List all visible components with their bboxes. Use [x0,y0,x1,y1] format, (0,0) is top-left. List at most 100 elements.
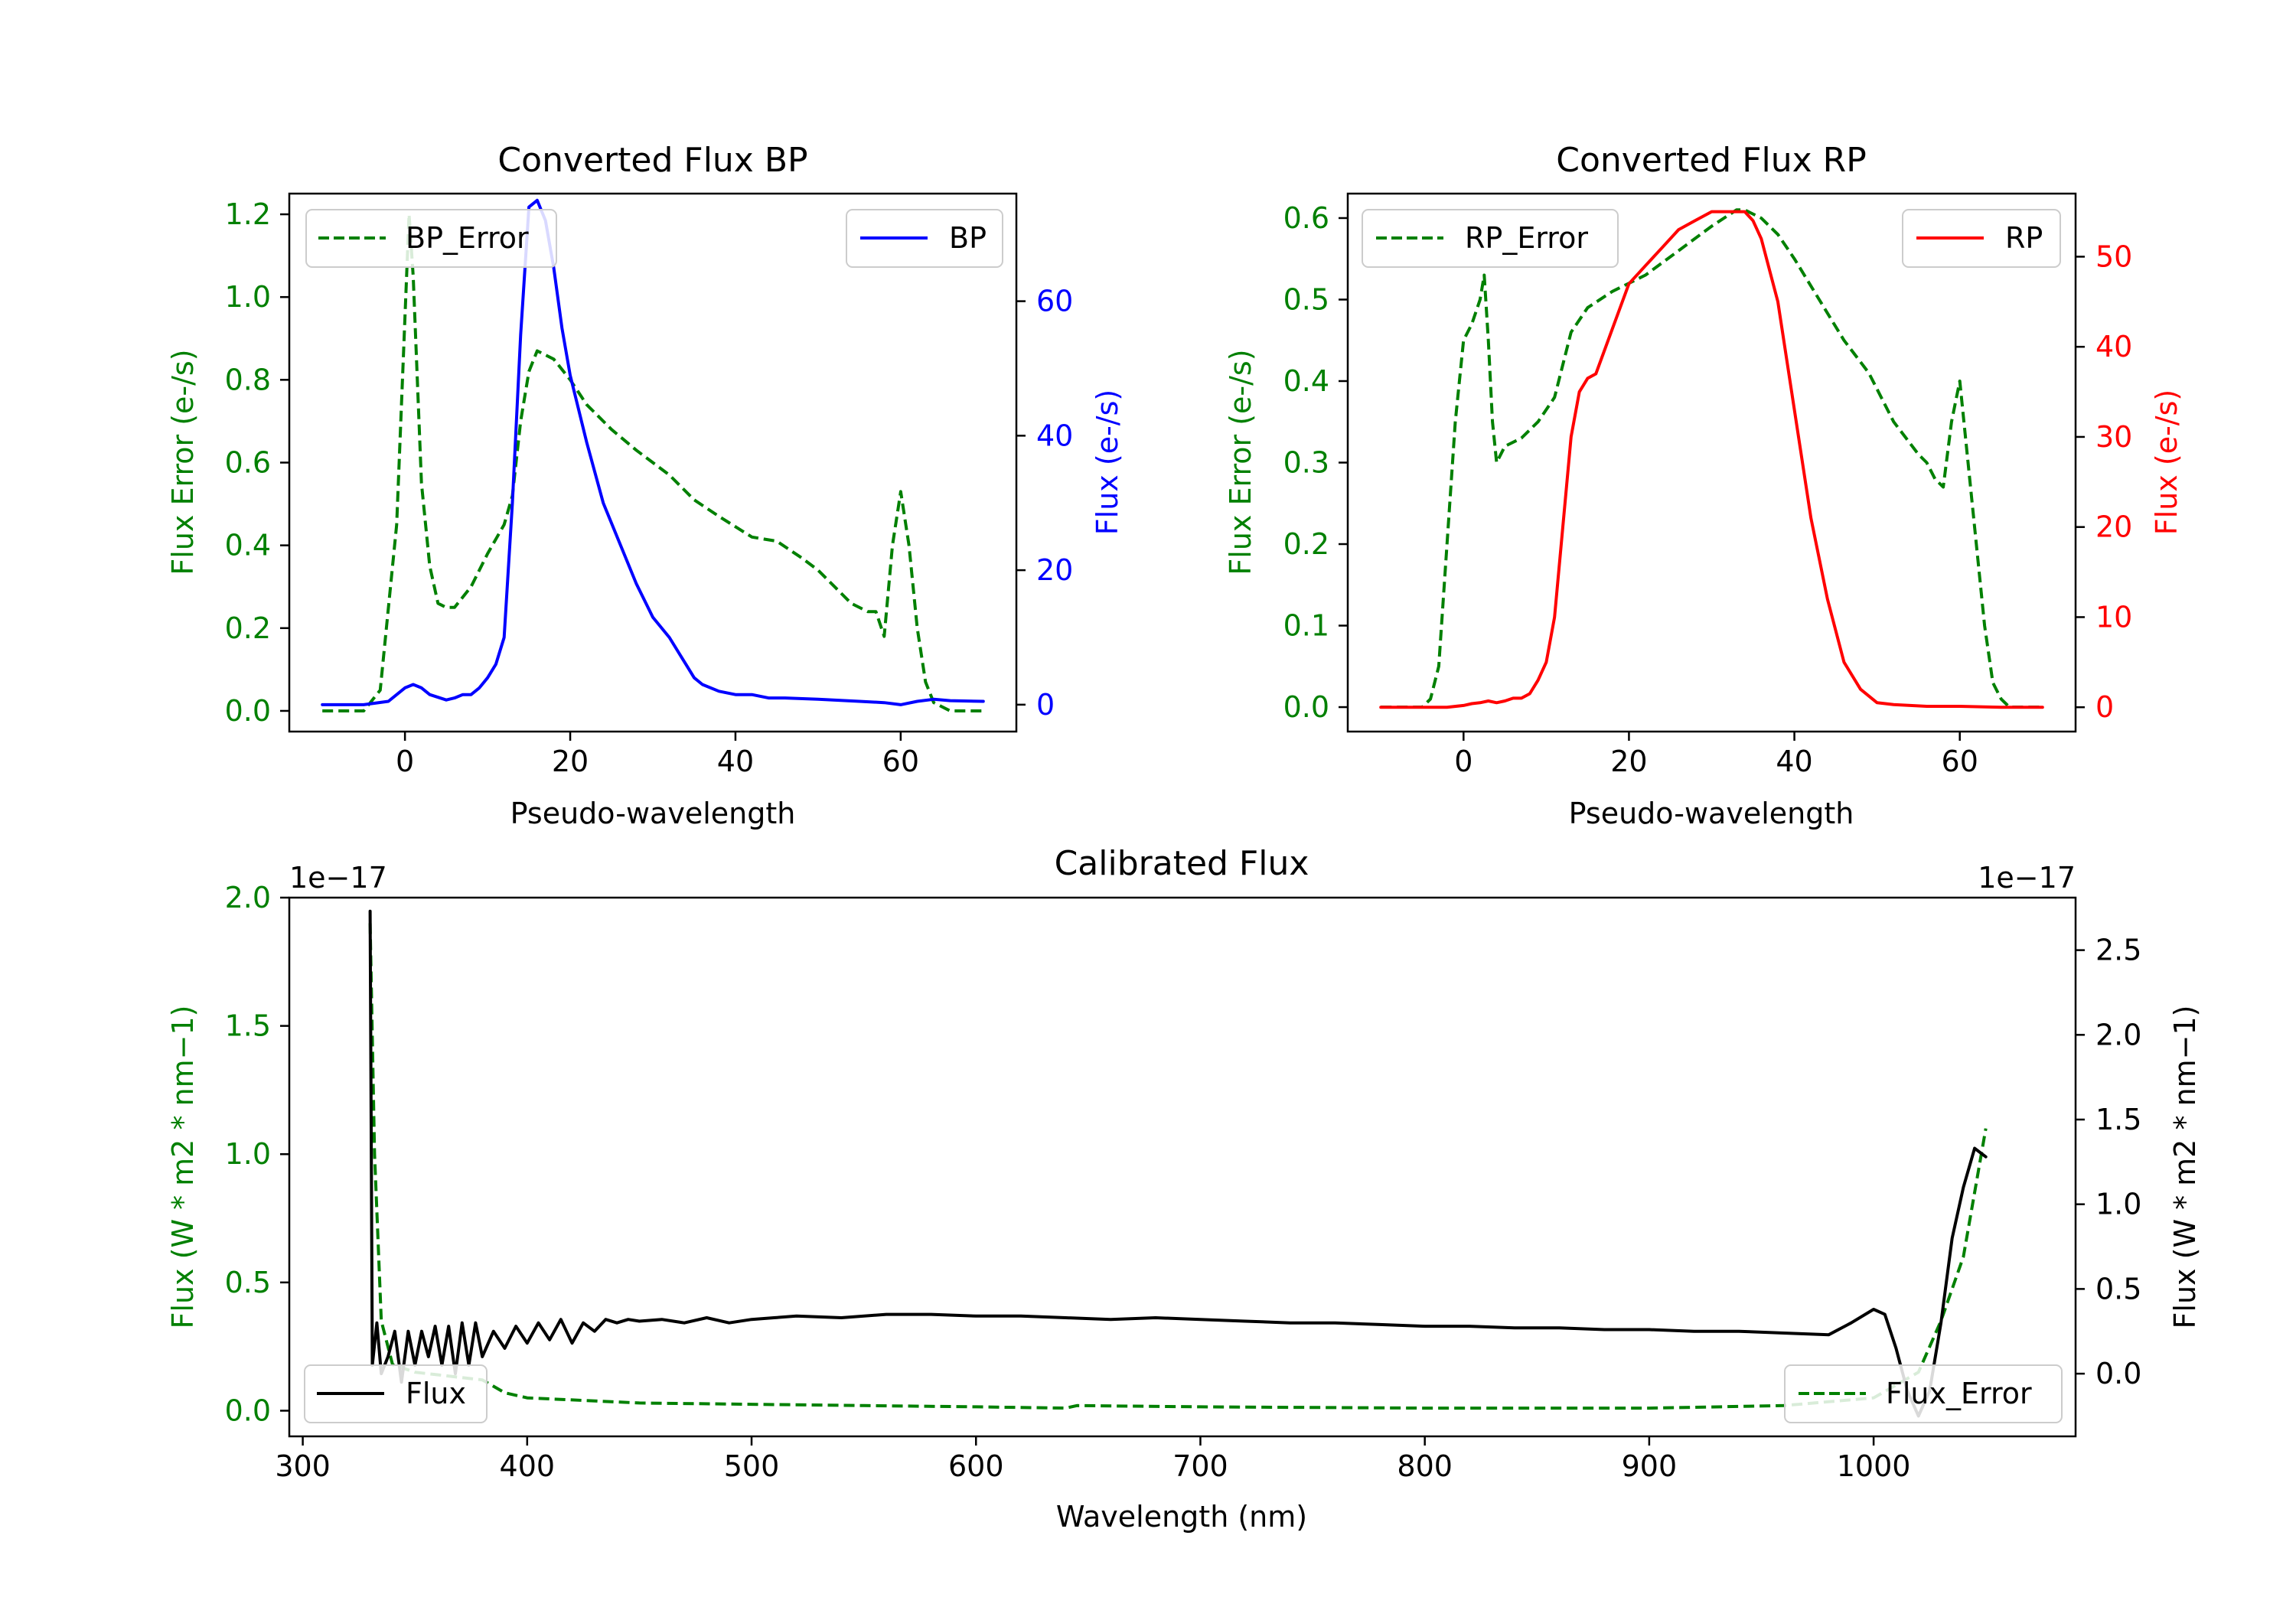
legend-flux-error-label: Flux_Error [1886,1377,2032,1410]
chart-cal-y-label-right: Flux (W * m2 * nm−1) [2168,1006,2202,1329]
x-tick-label: 20 [552,745,589,778]
x-tick-label: 400 [500,1449,556,1483]
y-tick-label-right: 40 [2095,330,2132,363]
chart-bp-title: Converted Flux BP [497,141,807,180]
y-tick-label-right: 1.5 [2095,1103,2141,1136]
chart-cal-title: Calibrated Flux [1055,844,1309,883]
y-tick-label-right: 20 [1036,553,1073,587]
y-tick-label-left: 1.0 [225,280,271,314]
legend-bp-label: BP [949,221,987,255]
y-tick-label-right: 60 [1036,285,1073,318]
chart-bp-y-ticks-right: 0 20 40 60 [1016,285,1073,722]
chart-rp-y-label-left: Flux Error (e-/s) [1224,349,1257,575]
chart-rp-plot-area [1379,208,2044,709]
chart-calibrated: Calibrated Flux 1e−17 1e−17 300 400 500 600… [166,844,2202,1534]
legend-box [305,209,557,268]
y-tick-label-right: 50 [2095,240,2132,273]
series-line-bp-error [322,213,983,712]
y-tick-label-right: 0.0 [2095,1357,2141,1390]
chart-rp-x-label: Pseudo-wavelength [1569,797,1854,830]
x-tick-label: 700 [1172,1449,1228,1483]
x-tick-label: 300 [275,1449,331,1483]
legend-box [1362,209,1619,268]
y-tick-label-left: 0.0 [225,1393,271,1427]
chart-cal-x-ticks: 300 400 500 600 700 800 900 1000 [275,1436,1910,1483]
y-tick-label-right: 0.5 [2095,1272,2141,1305]
y-tick-label-right: 1.0 [2095,1188,2141,1221]
y-tick-label-left: 0.8 [225,363,271,396]
y-tick-label-right: 2.5 [2095,934,2141,967]
x-tick-label: 1000 [1837,1449,1911,1483]
chart-rp-legend-right: RP [1902,209,2061,268]
x-tick-label: 900 [1622,1449,1678,1483]
chart-cal-frame [288,896,2077,1438]
y-tick-label-left: 0.3 [1283,446,1329,480]
chart-bp-legend-left: BP_Error [305,209,557,268]
chart-rp: Converted Flux RP 0 20 40 60 0.0 0.1 0.2 0.3 0.… [1224,141,2183,830]
x-tick-label: 500 [724,1449,780,1483]
y-tick-label-left: 2.0 [225,881,271,914]
chart-bp-x-ticks: 0 20 40 60 [396,732,919,778]
chart-bp: Converted Flux BP 0 20 40 60 0.00.20.40.60.… [166,141,1124,830]
chart-cal-x-label: Wavelength (nm) [1056,1500,1307,1534]
chart-rp-legend-left: RP_Error [1362,209,1619,268]
y-tick-label-left: 0.5 [1283,282,1329,316]
chart-bp-plot-area [321,198,985,712]
legend-rp-error-label: RP_Error [1465,221,1588,255]
x-tick-label: 20 [1610,745,1647,778]
series-line-rp [1379,210,2044,709]
y-tick-label-left: 0.0 [1283,690,1329,724]
legend-flux-label: Flux [406,1377,466,1410]
x-tick-label: 0 [396,745,414,778]
y-tick-label-right: 30 [2095,420,2132,454]
y-tick-label-right: 10 [2095,600,2132,634]
y-tick-label-right: 0 [2095,690,2114,724]
chart-rp-x-ticks: 0 20 40 60 [1454,732,1978,778]
y-tick-label-left: 0.6 [225,446,271,480]
chart-cal-y-ticks-left: 0.0 0.5 1.0 1.5 2.0 [225,881,289,1427]
x-tick-label: 600 [948,1449,1004,1483]
legend-rp-label: RP [2005,221,2043,255]
y-tick-label-left: 0.2 [1283,527,1329,561]
y-tick-label-left: 0.2 [225,611,271,645]
y-tick-label-left: 0.5 [225,1266,271,1299]
y-tick-label-left: 0.1 [1283,609,1329,643]
chart-cal-legend-right: Flux_Error [1784,1364,2063,1423]
y-tick-label-left: 0.4 [1283,364,1329,398]
x-tick-label: 40 [1776,745,1812,778]
chart-rp-y-ticks-right: 0 10 20 30 40 50 [2076,240,2132,724]
chart-bp-y-label-right: Flux (e-/s) [1091,390,1124,535]
x-tick-label: 60 [882,745,919,778]
chart-rp-y-label-right: Flux (e-/s) [2150,390,2183,535]
chart-cal-offset-left: 1e−17 [289,861,387,895]
legend-bp-error-label: BP_Error [406,221,529,255]
y-tick-label-left: 0.4 [225,529,271,562]
y-tick-label-right: 2.0 [2095,1018,2141,1051]
chart-bp-y-label-left: Flux Error (e-/s) [166,349,200,575]
y-tick-label-right: 0 [1036,688,1055,722]
y-tick-label-left: 0.0 [225,694,271,728]
chart-cal-legend-left: Flux [304,1364,488,1423]
x-tick-label: 40 [717,745,754,778]
y-tick-label-left: 1.0 [225,1137,271,1171]
chart-rp-y-ticks-left: 0.0 0.1 0.2 0.3 0.4 0.5 0.6 [1283,201,1348,724]
chart-bp-legend-right: BP [846,209,1003,268]
chart-rp-title: Converted Flux RP [1556,141,1867,180]
x-tick-label: 60 [1942,745,1978,778]
chart-bp-y-ticks-left: 0.0 0.2 0.4 0.6 0.8 1.0 1.2 [225,197,289,728]
y-tick-label-right: 40 [1036,419,1073,452]
x-tick-label: 800 [1397,1449,1453,1483]
legend-box [304,1364,488,1423]
chart-cal-offset-right: 1e−17 [1978,861,2076,895]
chart-cal-y-label-left: Flux (W * m2 * nm−1) [166,1006,200,1329]
chart-bp-x-label: Pseudo-wavelength [510,797,796,830]
chart-cal-y-ticks-right: 0.0 0.5 1.0 1.5 2.0 2.5 [2076,934,2141,1390]
series-line-bp [321,198,985,706]
y-tick-label-right: 20 [2095,510,2132,544]
y-tick-label-left: 1.2 [225,197,271,231]
y-tick-label-left: 1.5 [225,1009,271,1043]
legend-box [1784,1364,2063,1423]
series-line-flux [368,909,1988,1418]
x-tick-label: 0 [1454,745,1473,778]
